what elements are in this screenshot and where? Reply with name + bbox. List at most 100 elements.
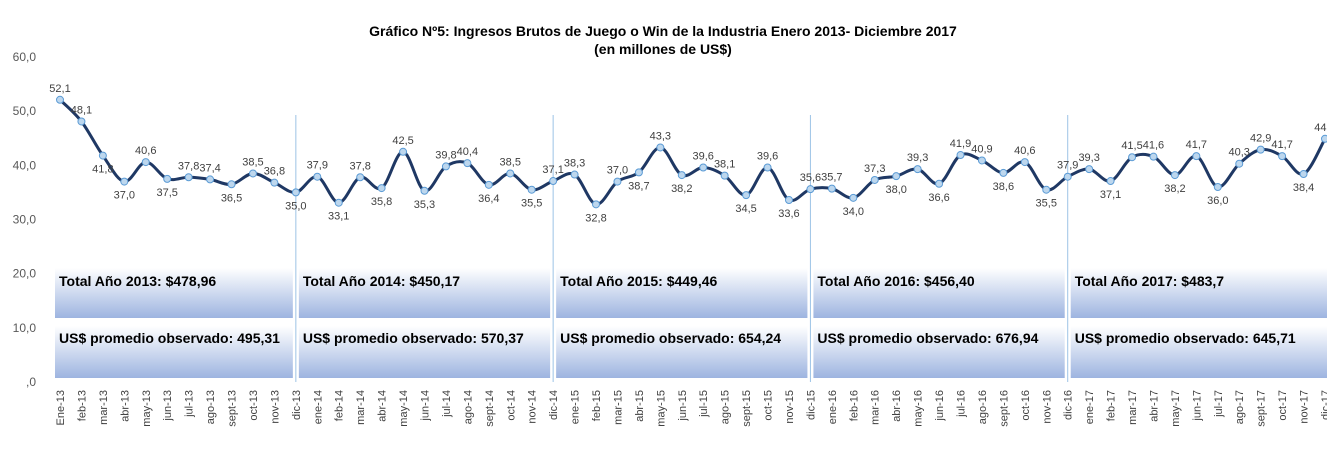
x-tick-label: ago-16 [977,390,989,424]
point [1106,177,1115,186]
x-tick-label: mar-17 [1127,390,1139,425]
x-tick-label: nov-15 [784,390,796,424]
data-label: 52,1 [49,83,70,95]
data-label: 41,8 [92,164,113,176]
x-tick-label: jun-14 [419,390,431,422]
point [1192,152,1201,161]
data-label: 35,5 [521,198,542,210]
data-label: 37,1 [542,164,563,176]
data-label: 37,8 [178,160,199,172]
point [1256,145,1265,154]
x-tick-label: jun-16 [934,390,946,422]
data-label: 40,4 [457,146,478,158]
x-tick-label: abr-13 [119,390,131,422]
point [334,198,343,207]
point [120,177,129,186]
x-tick-label: ago-13 [205,390,217,424]
data-label: 38,0 [885,184,906,196]
x-tick-label: sept-15 [741,390,753,427]
point [77,117,86,126]
x-tick-label: feb-15 [591,390,603,421]
x-tick-label: dic-13 [291,390,303,420]
x-tick-label: Ene-13 [55,390,67,425]
data-label: 39,8 [435,149,456,161]
x-tick-label: dic-14 [548,390,560,420]
point [870,175,879,184]
data-label: 38,1 [714,159,735,171]
data-label: 37,9 [307,160,328,172]
x-tick-label: ene-16 [827,390,839,424]
x-tick-label: mar-16 [870,390,882,425]
data-label: 33,6 [778,208,799,220]
point [1063,172,1072,181]
x-tick-label: oct-16 [1020,390,1032,421]
data-label: 36,8 [264,166,285,178]
point [1278,152,1287,161]
data-label: 37,0 [114,190,135,202]
x-tick-label: jun-15 [677,390,689,422]
x-tick-label: abr-17 [1148,390,1160,422]
point [549,177,558,186]
x-tick-label: sept-17 [1256,390,1268,427]
point [98,151,107,160]
data-label: 40,6 [1014,145,1035,157]
data-label: 35,0 [285,200,306,212]
point [1321,134,1327,143]
x-tick-label: may-15 [655,390,667,427]
x-tick-label: may-16 [913,390,925,427]
data-label: 32,8 [585,212,606,224]
point [463,159,472,168]
data-label: 37,8 [349,160,370,172]
point [1042,185,1051,194]
x-tick-label: nov-13 [269,390,281,424]
point [956,151,965,160]
data-label: 41,7 [1271,139,1292,151]
x-tick-label: may-17 [1170,390,1182,427]
point [1299,170,1308,178]
data-label: 38,4 [1293,182,1314,194]
data-label: 37,0 [607,165,628,177]
x-tick-label: ago-15 [720,390,732,424]
total-label: Total Año 2017: $483,7 [1075,273,1225,289]
data-label: 37,5 [156,187,177,199]
y-tick-label: 60,0 [13,50,37,64]
data-label: 36,0 [1207,195,1228,207]
point [206,175,215,184]
point [484,180,493,189]
x-tick-label: nov-14 [527,390,539,424]
point [784,196,793,204]
point [935,179,944,188]
data-label: 40,9 [971,143,992,155]
x-tick-label: abr-14 [377,390,389,422]
y-tick-label: ,0 [26,375,36,389]
data-label: 38,7 [628,180,649,192]
point [677,171,686,180]
average-box [813,326,1065,378]
x-tick-label: feb-14 [334,390,346,421]
total-box [55,268,293,318]
point [892,172,901,181]
average-label: US$ promedio observado: 570,37 [303,330,524,346]
total-label: Total Año 2013: $478,96 [59,273,216,289]
x-tick-label: nov-17 [1299,390,1311,424]
point [441,162,450,171]
point [270,178,279,187]
average-box [55,326,293,378]
point [184,173,193,182]
x-tick-label: jul-16 [956,390,968,418]
data-label: 38,2 [671,183,692,195]
point [913,165,922,174]
point [827,184,836,193]
x-tick-label: feb-13 [76,390,88,421]
point [720,171,729,180]
x-tick-label: ago-14 [462,390,474,424]
data-label: 38,3 [564,158,585,170]
data-label: 40,6 [135,145,156,157]
y-tick-label: 30,0 [13,213,37,227]
data-label: 38,5 [242,156,263,168]
data-label: 36,5 [221,192,242,204]
data-label: 41,5 [1121,140,1142,152]
data-label: 37,9 [1057,160,1078,172]
average-label: US$ promedio observado: 645,71 [1075,330,1296,346]
